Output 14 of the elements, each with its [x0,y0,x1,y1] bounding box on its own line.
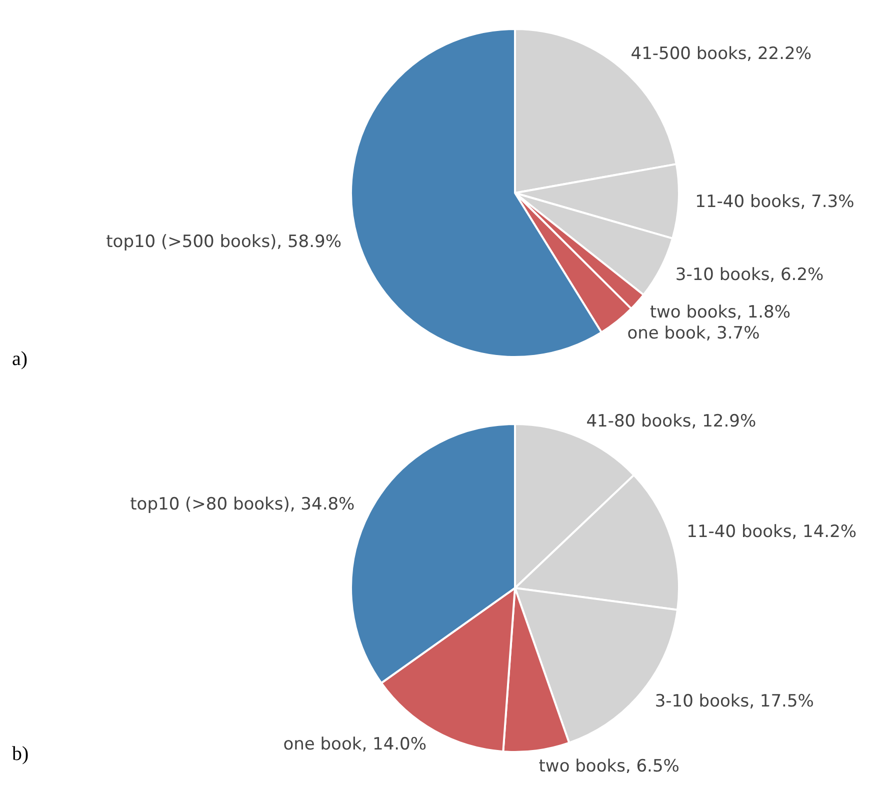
slice-label: 11-40 books, 14.2% [686,522,857,542]
slice-label: two books, 6.5% [538,756,680,776]
slice-label: 41-80 books, 12.9% [586,412,756,432]
slice-label: two books, 1.8% [650,302,791,322]
slice-label: 3-10 books, 17.5% [654,691,814,712]
slice-label: top10 (>80 books), 34.8% [130,494,355,515]
text: a) [12,348,28,371]
slice-label: one book, 3.7% [627,324,760,344]
slice-label: top10 (>500 books), 58.9% [106,232,342,252]
slice-label: 11-40 books, 7.3% [695,192,854,212]
slice-label: 3-10 books, 6.2% [675,265,824,285]
text: b) [12,743,29,766]
slice-label: one book, 14.0% [283,734,427,755]
slice-label: 41-500 books, 22.2% [630,44,812,64]
